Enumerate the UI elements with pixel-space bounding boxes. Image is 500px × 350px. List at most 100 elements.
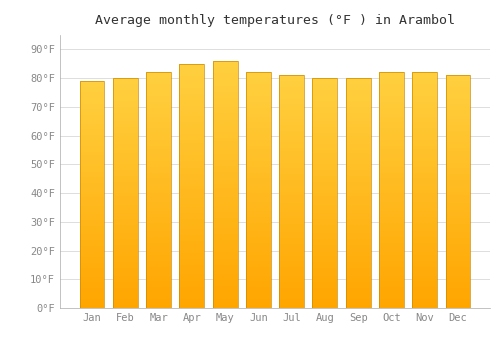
Bar	[146, 187, 171, 190]
Bar	[379, 202, 404, 205]
Bar	[146, 152, 171, 155]
Bar	[146, 131, 171, 134]
Bar	[412, 72, 437, 75]
Bar	[412, 149, 437, 152]
Bar	[446, 119, 470, 122]
Bar	[312, 296, 338, 299]
Bar	[146, 305, 171, 308]
Bar	[113, 233, 138, 236]
Bar	[246, 240, 271, 243]
Bar	[80, 112, 104, 115]
Bar	[279, 279, 304, 282]
Bar	[379, 81, 404, 84]
Bar	[113, 210, 138, 213]
Bar	[379, 125, 404, 128]
Bar	[379, 158, 404, 161]
Bar	[346, 202, 370, 204]
Bar	[146, 240, 171, 243]
Bar	[346, 285, 370, 288]
Bar	[180, 290, 204, 293]
Bar	[312, 230, 338, 233]
Bar	[80, 180, 104, 183]
Bar	[312, 291, 338, 294]
Bar	[279, 174, 304, 177]
Bar	[180, 94, 204, 97]
Bar	[346, 130, 370, 133]
Bar	[80, 126, 104, 129]
Bar	[180, 67, 204, 70]
Bar	[379, 261, 404, 264]
Bar	[113, 92, 138, 95]
Bar	[80, 243, 104, 246]
Bar	[212, 154, 238, 157]
Bar	[212, 302, 238, 305]
Bar	[146, 234, 171, 237]
Bar	[312, 256, 338, 259]
Bar	[212, 70, 238, 73]
Bar	[246, 134, 271, 137]
Bar	[346, 196, 370, 199]
Bar	[113, 133, 138, 135]
Bar	[346, 87, 370, 90]
Bar	[346, 268, 370, 271]
Bar	[379, 205, 404, 208]
Bar	[446, 226, 470, 230]
Bar	[446, 151, 470, 154]
Bar	[312, 184, 338, 187]
Bar	[113, 156, 138, 159]
Bar	[346, 107, 370, 110]
Bar	[80, 138, 104, 141]
Bar	[146, 75, 171, 78]
Bar	[379, 149, 404, 152]
Bar	[279, 142, 304, 145]
Bar	[412, 202, 437, 205]
Bar	[146, 128, 171, 131]
Bar	[246, 137, 271, 140]
Bar	[146, 237, 171, 240]
Bar	[212, 296, 238, 299]
Bar	[312, 233, 338, 236]
Bar	[80, 226, 104, 229]
Bar	[312, 104, 338, 107]
Bar	[279, 139, 304, 142]
Bar	[379, 117, 404, 119]
Bar	[446, 125, 470, 128]
Bar	[312, 273, 338, 276]
Bar	[246, 102, 271, 105]
Bar	[446, 116, 470, 119]
Bar	[146, 225, 171, 229]
Bar	[312, 153, 338, 156]
Bar	[180, 122, 204, 125]
Bar	[80, 183, 104, 186]
Bar	[246, 122, 271, 125]
Bar	[180, 161, 204, 164]
Bar	[180, 201, 204, 204]
Bar	[279, 191, 304, 195]
Bar	[212, 184, 238, 188]
Bar	[180, 152, 204, 155]
Bar	[180, 280, 204, 284]
Bar	[212, 234, 238, 237]
Bar	[80, 132, 104, 135]
Bar	[446, 133, 470, 136]
Bar	[146, 243, 171, 246]
Bar	[212, 243, 238, 246]
Bar	[80, 288, 104, 291]
Bar	[246, 293, 271, 296]
Bar	[279, 154, 304, 157]
Bar	[180, 140, 204, 143]
Bar	[146, 146, 171, 149]
Bar	[212, 256, 238, 259]
Bar	[113, 279, 138, 282]
Bar	[180, 149, 204, 152]
Bar	[412, 208, 437, 211]
Bar	[80, 280, 104, 282]
Bar	[212, 132, 238, 135]
Bar	[346, 167, 370, 170]
Bar	[446, 90, 470, 93]
Bar	[346, 156, 370, 159]
Bar	[379, 87, 404, 90]
Bar	[212, 144, 238, 147]
Bar	[113, 107, 138, 110]
Bar	[412, 143, 437, 146]
